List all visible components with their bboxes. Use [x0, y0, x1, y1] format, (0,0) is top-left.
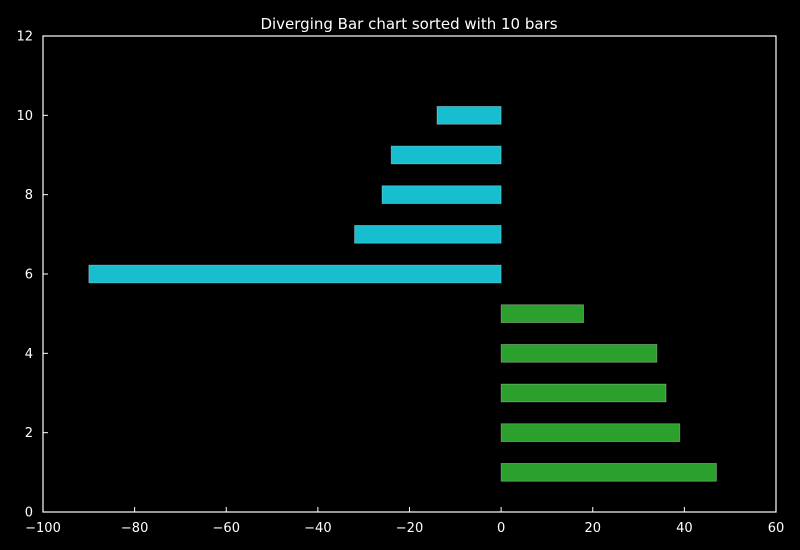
x-axis: −100 −80 −60 −40 −20 0 20 40 60: [25, 507, 784, 536]
y-tick-label: 12: [16, 30, 33, 45]
x-tick-label: 20: [584, 521, 601, 536]
x-tick-label: −60: [213, 521, 240, 536]
y-tick-label: 4: [25, 347, 33, 362]
bar-5: [500, 304, 584, 323]
bar-2: [500, 423, 681, 442]
bar-8: [381, 185, 502, 204]
bar-3: [500, 383, 667, 403]
y-tick-label: 8: [25, 188, 33, 203]
x-tick-label: −100: [25, 521, 61, 536]
y-tick-label: 10: [16, 109, 33, 124]
x-tick-label: 0: [497, 521, 505, 536]
y-tick-label: 2: [25, 426, 33, 441]
y-axis: 0 2 4 6 8 10 12: [16, 30, 48, 521]
x-tick-label: −40: [304, 521, 331, 536]
bar-10: [436, 106, 502, 125]
bar-4: [500, 344, 658, 363]
bar-group: [88, 106, 717, 482]
x-tick-label: 40: [676, 521, 693, 536]
bar-1: [500, 463, 717, 482]
chart-title: Diverging Bar chart sorted with 10 bars: [260, 15, 557, 33]
bar-6: [88, 264, 502, 284]
x-tick-label: −20: [396, 521, 423, 536]
x-tick-label: 60: [768, 521, 785, 536]
bar-9: [390, 145, 502, 165]
plot-frame: [42, 35, 777, 513]
bar-7: [354, 225, 502, 244]
y-tick-label: 0: [25, 506, 33, 521]
y-tick-label: 6: [25, 268, 33, 283]
x-tick-label: −80: [121, 521, 148, 536]
